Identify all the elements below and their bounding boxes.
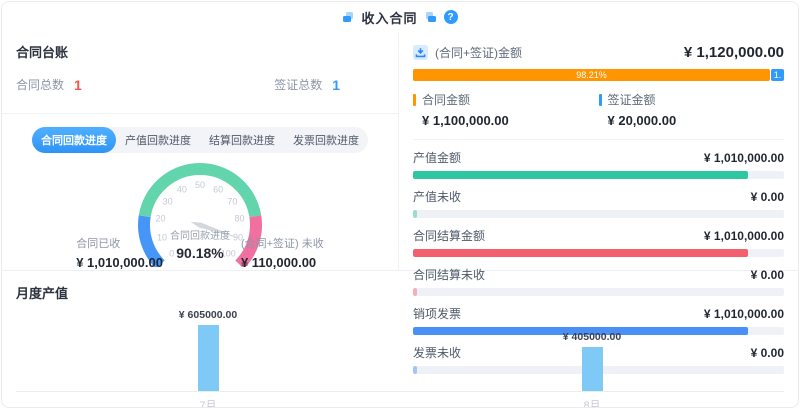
monthly-cats: 7月 8月 [16,392,784,408]
received-value: ¥ 1,010,000.00 [76,255,163,270]
stat-label: 合同总数 [16,78,65,92]
legend-contract: 合同金额 ¥ 1,100,000.00 [413,91,599,128]
gauge-tick-label: 60 [213,184,223,194]
row-label: 发票未收 [413,346,462,360]
gauge-segment [138,163,262,218]
row-label: 产值未收 [413,190,462,204]
title-ornament-icon [342,11,354,23]
row-progress-fill [413,366,417,374]
amount-legend: 合同金额 ¥ 1,100,000.00 签证金额 ¥ 20,000.00 [413,91,784,140]
unreceived-stat: (合同+签证) 未收 ¥ 110,000.00 [241,235,324,270]
row-label: 合同结算金额 [413,229,486,243]
ledger-panel: 合同台账 合同总数 1 签证总数 1 合同回款进度 产值回款进度 结算回款进度 发票回… [2,32,399,270]
row-progress-fill [413,171,748,179]
row-value: ¥ 0.00 [750,267,784,282]
bar-value-label: ¥ 405000.00 [562,331,622,344]
amount-row: 销项发票 ¥ 1,010,000.00 [413,305,784,335]
category-label: 8月 [583,400,601,408]
stat-value: 1 [332,76,340,93]
gauge-tick-label: 30 [163,196,173,206]
summary-head: (合同+签证)金额 ¥ 1,120,000.00 [413,40,784,64]
help-icon[interactable]: ? [443,10,458,24]
row-value: ¥ 0.00 [750,345,784,360]
legend-label: 合同金额 [422,93,471,107]
bar-slot: ¥ 605000.00 [16,309,400,391]
monthly-title: 月度产值 [16,286,69,301]
amount-row: 合同结算未收 ¥ 0.00 [413,266,784,296]
row-progress-track [413,288,784,296]
gauge-tick-label: 70 [227,196,237,206]
title-ornament-icon [425,11,437,23]
received-label: 合同已收 [76,238,121,250]
category-label: 7月 [199,400,217,408]
stat-contract-count: 合同总数 1 [16,76,82,93]
row-value: ¥ 1,010,000.00 [703,150,784,165]
tab-产值回款进度[interactable]: 产值回款进度 [125,135,191,147]
unreceived-label: (合同+签证) 未收 [240,238,324,250]
legend-value: ¥ 1,100,000.00 [422,113,509,128]
gauge-tick-label: 20 [155,214,165,224]
row-progress-fill [413,327,748,335]
row-progress-fill [413,249,748,257]
main-section: 合同台账 合同总数 1 签证总数 1 合同回款进度 产值回款进度 结算回款进度 发票回… [2,32,798,374]
ledger-title: 合同台账 [16,45,69,60]
legend-marker [413,93,416,106]
progress-segment-1: 98.21% [413,69,770,81]
tab-结算回款进度[interactable]: 结算回款进度 [209,135,275,147]
row-progress-fill [413,288,417,296]
row-value: ¥ 1,010,000.00 [703,306,784,321]
row-value: ¥ 1,010,000.00 [703,228,784,243]
monthly-section: 月度产值 ¥ 605000.00 ¥ 405000.00 7月 8月 [2,270,798,408]
tab-合同回款进度[interactable]: 合同回款进度 [32,127,116,153]
gauge-tick-label: 50 [195,180,205,190]
row-value: ¥ 0.00 [750,189,784,204]
amount-row: 产值未收 ¥ 0.00 [413,188,784,218]
summary-panel: (合同+签证)金额 ¥ 1,120,000.00 98.21% 1. 合同金额 ¥… [399,32,798,374]
amount-progress: 98.21% 1. [413,69,784,81]
gauge-tick-label: 80 [234,214,244,224]
row-label: 合同结算未收 [413,268,486,282]
progress-segment-label: 98.21% [576,70,607,80]
legend-label: 签证金额 [607,93,656,107]
progress-tabs: 合同回款进度 产值回款进度 结算回款进度 发票回款进度 [32,127,368,153]
unreceived-value: ¥ 110,000.00 [240,255,317,270]
total-amount-value: ¥ 1,120,000.00 [683,43,784,61]
gauge-stats: 合同已收 ¥ 1,010,000.00 (合同+签证) 未收 ¥ 110,000… [2,235,398,270]
bar-slot: ¥ 405000.00 [400,331,784,391]
row-progress-track [413,249,784,257]
received-stat: 合同已收 ¥ 1,010,000.00 [76,235,163,270]
amount-doc-icon [413,44,428,60]
row-progress-track [413,171,784,179]
monthly-bars: ¥ 605000.00 ¥ 405000.00 [16,306,784,392]
row-progress-track [413,327,784,335]
ledger-stats: 合同总数 1 签证总数 1 [2,61,398,114]
amount-row: 合同结算金额 ¥ 1,010,000.00 [413,227,784,257]
legend-value: ¥ 20,000.00 [607,113,677,128]
legend-visa: 签证金额 ¥ 20,000.00 [598,91,785,128]
page-title: 收入合同 [361,10,418,26]
progress-segment-2: 1. [771,69,784,81]
bar [197,325,219,391]
progress-segment-label: 1. [773,70,782,80]
stat-label: 签证总数 [274,78,323,92]
legend-marker [598,93,602,106]
row-progress-fill [413,210,417,218]
bar [581,347,603,391]
row-label: 产值金额 [413,151,462,165]
gauge-tick-label: 40 [177,184,187,194]
stat-visa-count: 签证总数 1 [274,76,340,93]
stat-value: 1 [74,76,82,93]
amount-row: 产值金额 ¥ 1,010,000.00 [413,149,784,179]
total-amount-label: (合同+签证)金额 [435,45,523,60]
tab-发票回款进度[interactable]: 发票回款进度 [293,135,359,147]
page-header: 收入合同 ? [2,2,798,32]
bar-value-label: ¥ 605000.00 [178,309,238,322]
row-label: 销项发票 [413,307,462,321]
row-progress-track [413,210,784,218]
